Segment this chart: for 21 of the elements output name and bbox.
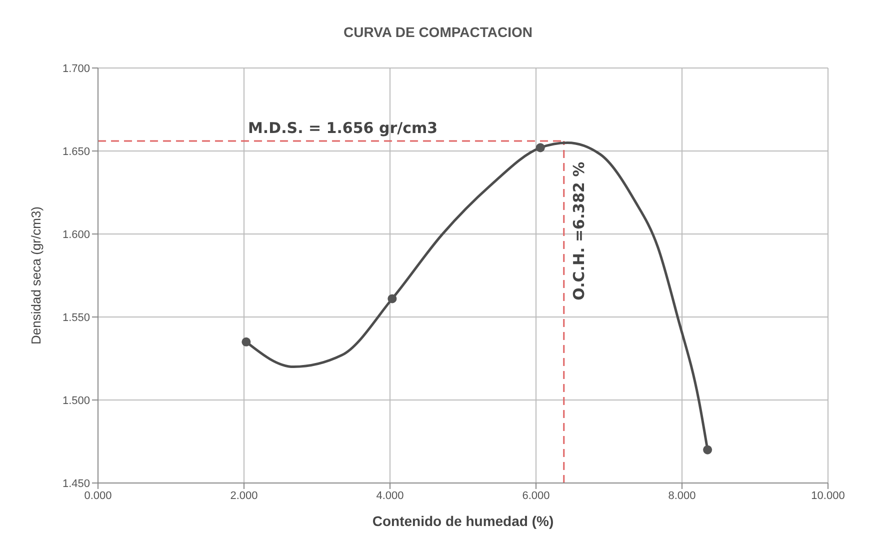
y-axis-title: Densidad seca (gr/cm3) (28, 206, 44, 344)
x-tick-label: 2.000 (230, 490, 258, 502)
x-tick-label: 0.000 (84, 490, 112, 502)
x-tick-label: 8.000 (668, 490, 696, 502)
x-tick-label: 6.000 (522, 490, 550, 502)
point (703, 445, 712, 454)
x-tick-label: 4.000 (376, 490, 404, 502)
ref-line-label: M.D.S. = 1.656 gr/cm3 (248, 119, 438, 138)
point (388, 294, 397, 304)
x-axis-title: Contenido de humedad (%) (372, 513, 554, 529)
y-tick-label: 1.500 (62, 394, 90, 407)
y-tick-label: 1.700 (62, 62, 90, 75)
chart-title: CURVA DE COMPACTACION (342, 23, 534, 42)
point (536, 143, 545, 152)
y-tick-label: 1.450 (62, 478, 90, 490)
point (242, 337, 251, 346)
y-tick-label: 1.650 (62, 146, 90, 158)
y-tick-label: 1.600 (62, 228, 90, 241)
ref-line-label: O.C.H. =6.382 % (570, 162, 588, 300)
y-tick-label: 1.550 (62, 312, 90, 324)
x-tick-label: 10.000 (811, 490, 845, 502)
